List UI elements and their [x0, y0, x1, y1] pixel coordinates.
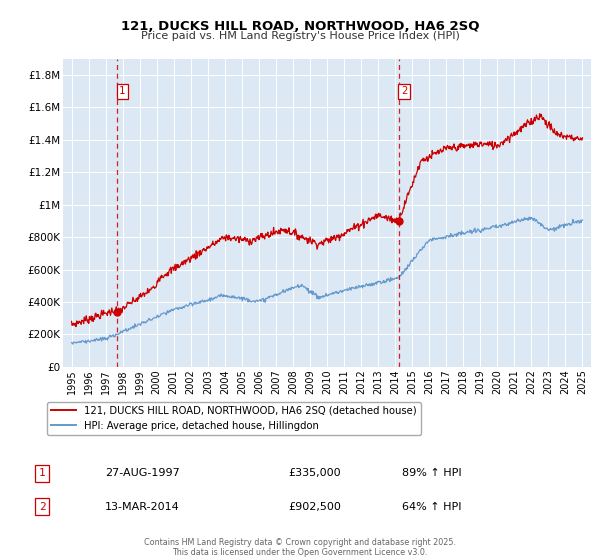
- Text: Contains HM Land Registry data © Crown copyright and database right 2025.
This d: Contains HM Land Registry data © Crown c…: [144, 538, 456, 557]
- Text: 89% ↑ HPI: 89% ↑ HPI: [402, 468, 461, 478]
- Text: 13-MAR-2014: 13-MAR-2014: [105, 502, 180, 512]
- Text: Price paid vs. HM Land Registry's House Price Index (HPI): Price paid vs. HM Land Registry's House …: [140, 31, 460, 41]
- Text: 2: 2: [401, 86, 407, 96]
- Text: 64% ↑ HPI: 64% ↑ HPI: [402, 502, 461, 512]
- Text: 2: 2: [38, 502, 46, 512]
- Text: 27-AUG-1997: 27-AUG-1997: [105, 468, 180, 478]
- Legend: 121, DUCKS HILL ROAD, NORTHWOOD, HA6 2SQ (detached house), HPI: Average price, d: 121, DUCKS HILL ROAD, NORTHWOOD, HA6 2SQ…: [47, 402, 421, 435]
- Text: 1: 1: [38, 468, 46, 478]
- Text: £902,500: £902,500: [288, 502, 341, 512]
- Text: £335,000: £335,000: [288, 468, 341, 478]
- Text: 1: 1: [119, 86, 125, 96]
- Text: 121, DUCKS HILL ROAD, NORTHWOOD, HA6 2SQ: 121, DUCKS HILL ROAD, NORTHWOOD, HA6 2SQ: [121, 20, 479, 32]
